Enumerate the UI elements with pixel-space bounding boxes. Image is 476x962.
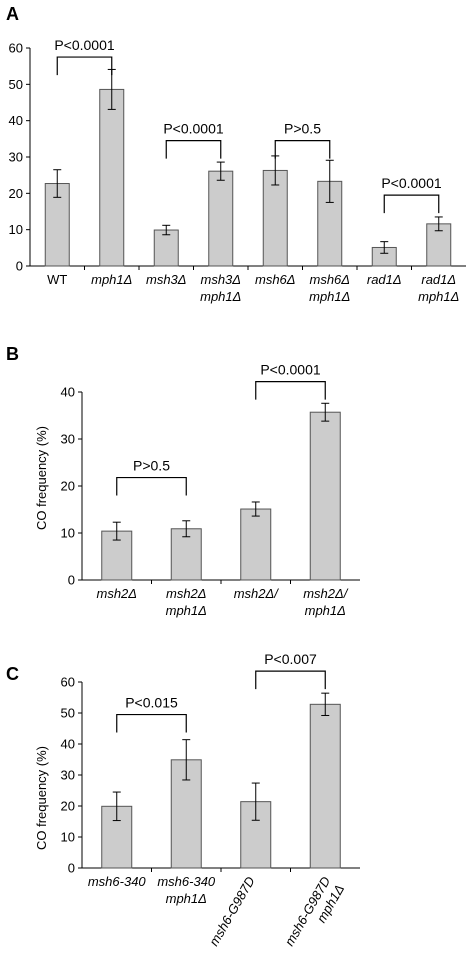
panel-c-significance-bracket bbox=[255, 670, 326, 690]
panel-a-category-label: mph1Δ bbox=[309, 289, 350, 304]
panel-c-y-tick-label: 60 bbox=[61, 675, 75, 690]
panel-c-significance-bracket bbox=[116, 713, 187, 733]
panel-b-category-label: msh2Δ/ bbox=[303, 586, 349, 601]
panel-a-significance-bracket bbox=[274, 140, 331, 159]
panel-b-plot: 0 10 20 30 40 msh2Δ msh2Δ mph1Δ msh2Δ/msh2Δ/mph1… bbox=[61, 362, 360, 618]
panel-a-bar bbox=[44, 183, 70, 267]
panel-a-y-tick-label: 60 bbox=[9, 41, 23, 56]
panel-b-y-axis-label: CO frequency (%) bbox=[34, 426, 49, 530]
panel-c-y-tick-label: 10 bbox=[61, 830, 75, 845]
panel-c-y-tick-label: 50 bbox=[61, 706, 75, 721]
panel-a-category-label: msh3Δ bbox=[200, 272, 241, 287]
panel-a-category-label: WT bbox=[47, 272, 67, 287]
panel-a-significance-bracket bbox=[165, 140, 222, 159]
panel-b-y-tick-label: 30 bbox=[61, 432, 75, 447]
panel-a-category-label: msh6Δ bbox=[309, 272, 350, 287]
panel-b-y-tick-label: 10 bbox=[61, 526, 75, 541]
panel-b-bar bbox=[309, 411, 341, 581]
panel-a-bar bbox=[99, 88, 125, 267]
panel-a-y-tick-label: 50 bbox=[9, 77, 23, 92]
panel-a-y-tick-label: 20 bbox=[9, 186, 23, 201]
panel-b-y-tick-label: 20 bbox=[61, 479, 75, 494]
panel-b-bar bbox=[240, 508, 272, 581]
panel-a-category-label: mph1Δ bbox=[200, 289, 241, 304]
panel-a-bar bbox=[153, 229, 179, 267]
panel-c-category-label: msh6-340 bbox=[157, 874, 216, 889]
panel-a-significance-bracket bbox=[56, 56, 113, 76]
panel-a-p-value-label: P<0.0001 bbox=[163, 121, 224, 137]
panel-a-p-value-label: P<0.0001 bbox=[381, 175, 442, 191]
panel-b-significance-bracket bbox=[255, 381, 326, 400]
panel-c-category-label: mph1Δ bbox=[166, 891, 207, 906]
panel-b-category-label: msh2Δ/ bbox=[234, 586, 280, 601]
panel-a-category-label: mph1Δ bbox=[91, 272, 132, 287]
panel-c-y-tick-label: 30 bbox=[61, 768, 75, 783]
panel-c-y-tick-label: 20 bbox=[61, 799, 75, 814]
panel-a-plot: 0 10 20 30 40 50 60 WT mph1Δ msh3Δ msh3Δ mph1Δ msh6Δ… bbox=[9, 37, 466, 304]
panel-b-category-label: msh2Δ bbox=[166, 586, 207, 601]
panel-a-bar bbox=[262, 169, 288, 267]
panel-a-significance-bracket bbox=[383, 194, 440, 214]
panel-c-bar bbox=[309, 703, 341, 869]
panel-a-letter: A bbox=[6, 4, 19, 24]
panel-b-category-label: mph1Δ bbox=[166, 603, 207, 618]
panel-c-y-axis-label: CO frequency (%) bbox=[34, 746, 49, 850]
panel-b-category-label: mph1Δ bbox=[305, 603, 346, 618]
panel-c-p-value-label: P<0.015 bbox=[125, 695, 178, 711]
panel-a-y-tick-label: 40 bbox=[9, 113, 23, 128]
panel-c-letter: C bbox=[6, 664, 19, 684]
panel-c-p-value-label: P<0.007 bbox=[264, 651, 317, 667]
panel-b-p-value-label: P>0.5 bbox=[133, 458, 170, 474]
panel-b-p-value-label: P<0.0001 bbox=[260, 362, 321, 378]
panel-a-y-tick-label: 30 bbox=[9, 150, 23, 165]
panel-c-category-label: msh6-340 bbox=[88, 874, 147, 889]
panel-c-y-tick-label: 0 bbox=[68, 861, 75, 876]
panel-a-category-label: mph1Δ bbox=[418, 289, 459, 304]
panel-c-y-tick-label: 40 bbox=[61, 737, 75, 752]
panel-a-y-tick-label: 10 bbox=[9, 222, 23, 237]
panel-b-letter: B bbox=[6, 344, 19, 364]
panel-c-plot: 0 10 20 30 40 50 60 msh6-340 msh6-340 mph1Δ msh6-G… bbox=[61, 651, 360, 948]
panel-b-y-tick-label: 0 bbox=[68, 573, 75, 588]
panel-a-p-value-label: P<0.0001 bbox=[54, 37, 115, 53]
panel-a-category-label: rad1Δ bbox=[421, 272, 456, 287]
panel-a-p-value-label: P>0.5 bbox=[284, 121, 321, 137]
panel-b-y-tick-label: 40 bbox=[61, 385, 75, 400]
panel-a-bar bbox=[208, 170, 234, 267]
panel-b-bar bbox=[170, 528, 202, 581]
panel-a-category-label: msh6Δ bbox=[255, 272, 296, 287]
panel-a-category-label: rad1Δ bbox=[367, 272, 402, 287]
panel-b-significance-bracket bbox=[116, 476, 187, 496]
panel-a-y-tick-label: 0 bbox=[16, 259, 23, 274]
panel-a-category-label: msh3Δ bbox=[146, 272, 187, 287]
panel-b-category-label: msh2Δ bbox=[96, 586, 137, 601]
